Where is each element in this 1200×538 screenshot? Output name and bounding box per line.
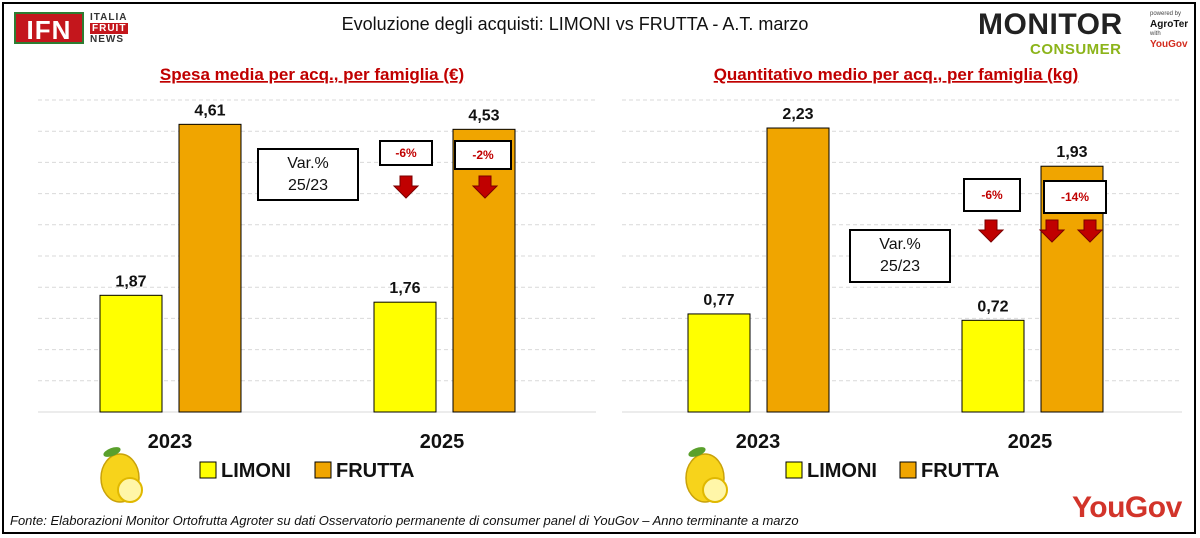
chart1-legend-label: LIMONI	[221, 460, 291, 482]
chart2-variation-value: -6%	[981, 188, 1003, 202]
chart1-variation-value: -2%	[472, 148, 494, 162]
chart1-variation-box	[379, 140, 433, 166]
powered-by-label: powered by	[1150, 11, 1182, 17]
chart1-legend-swatch	[199, 461, 217, 479]
chart1-arrow-down-icon	[471, 175, 499, 199]
chart2-data-label: 1,93	[1056, 144, 1087, 161]
chart1-bar-frutta-2025	[452, 128, 516, 413]
chart1-lemon-icon-leaf	[103, 447, 121, 457]
chart2-var-label-line2: 25/23	[880, 258, 920, 275]
chart1-var-label-line1: Var.%	[287, 155, 329, 172]
chart2-data-label: 0,77	[703, 292, 734, 309]
ifn-logo-words: ITALIA FRUIT NEWS	[90, 12, 129, 45]
chart1-category-label: 2023	[148, 431, 193, 453]
chart1-legend-label: FRUTTA	[336, 460, 415, 482]
chart2-data-label: 0,72	[977, 298, 1008, 315]
footer-source: Fonte: Elaborazioni Monitor Ortofrutta A…	[10, 513, 799, 528]
chart1-var-box	[257, 148, 359, 201]
main-title: Evoluzione degli acquisti: LIMONI vs FRU…	[341, 14, 809, 34]
chart1-arrow-down-icon	[392, 175, 420, 199]
chart2-title: Quantitativo medio per acq., per famigli…	[714, 65, 1079, 84]
chart1-variation-box	[454, 140, 512, 170]
monitor-consumer-logo: MONITOR CONSUMER powered by AgroTer with…	[978, 8, 1188, 68]
chart1-bar-frutta-2023	[178, 123, 242, 413]
chart1-data-label: 4,53	[468, 107, 499, 124]
chart2-arrow-down-icon	[1076, 219, 1104, 243]
monitor-logo-word: MONITOR	[978, 8, 1123, 41]
chart1-data-label: 4,61	[194, 102, 225, 119]
ifn-logo-line2: FRUIT	[90, 23, 129, 34]
chart2-legend-swatch	[785, 461, 803, 479]
chart2-lemon-icon-leaf	[688, 447, 706, 457]
chart2-legend-label: LIMONI	[807, 460, 877, 482]
chart2-var-box	[849, 229, 951, 283]
powered-by-block: powered by AgroTer with YouGov	[1150, 10, 1188, 50]
yougov-logo: YouGov	[1072, 491, 1182, 524]
chart2-arrow-down-icon	[977, 219, 1005, 243]
chart1-var-label-line2: 25/23	[288, 177, 328, 194]
chart1-data-label: 1,76	[389, 280, 420, 297]
chart2-lemon-icon-slice	[702, 477, 728, 503]
with-label: with	[1150, 31, 1161, 37]
chart1-category-label: 2025	[420, 431, 465, 453]
chart2-variation-box	[1043, 180, 1107, 214]
chart2-category-label: 2023	[736, 431, 781, 453]
consumer-logo-word: CONSUMER	[1030, 41, 1122, 58]
chart2-bar-frutta-2023	[766, 127, 830, 413]
chart2-category-label: 2025	[1008, 431, 1053, 453]
chart2-data-label: 2,23	[782, 106, 813, 123]
yougov-small-label: YouGov	[1150, 39, 1188, 50]
ifn-logo-mark: IFN	[14, 12, 84, 45]
ifn-logo-line1: ITALIA	[90, 12, 128, 23]
chart2-legend-label: FRUTTA	[921, 460, 1000, 482]
chart1-bar-limoni-2023	[99, 294, 163, 413]
chart2-variation-value: -14%	[1061, 190, 1089, 204]
chart2-bar-limoni-2023	[687, 313, 751, 413]
chart1-legend-swatch	[314, 461, 332, 479]
chart1-data-label: 1,87	[115, 273, 146, 290]
chart1-variation-value: -6%	[395, 146, 417, 160]
chart1-lemon-icon-slice	[117, 477, 143, 503]
chart1-bar-limoni-2025	[373, 301, 437, 413]
ifn-logo: IFN ITALIA FRUIT NEWS	[14, 12, 144, 48]
chart2-legend-swatch	[899, 461, 917, 479]
chart2-bar-limoni-2025	[961, 319, 1025, 413]
agroter-label: AgroTer	[1150, 19, 1189, 30]
chart2-arrow-down-icon	[1038, 219, 1066, 243]
ifn-logo-line3: NEWS	[90, 34, 124, 45]
chart1-title: Spesa media per acq., per famiglia (€)	[160, 65, 464, 84]
chart2-var-label-line1: Var.%	[879, 236, 921, 253]
chart2-variation-box	[963, 178, 1021, 212]
